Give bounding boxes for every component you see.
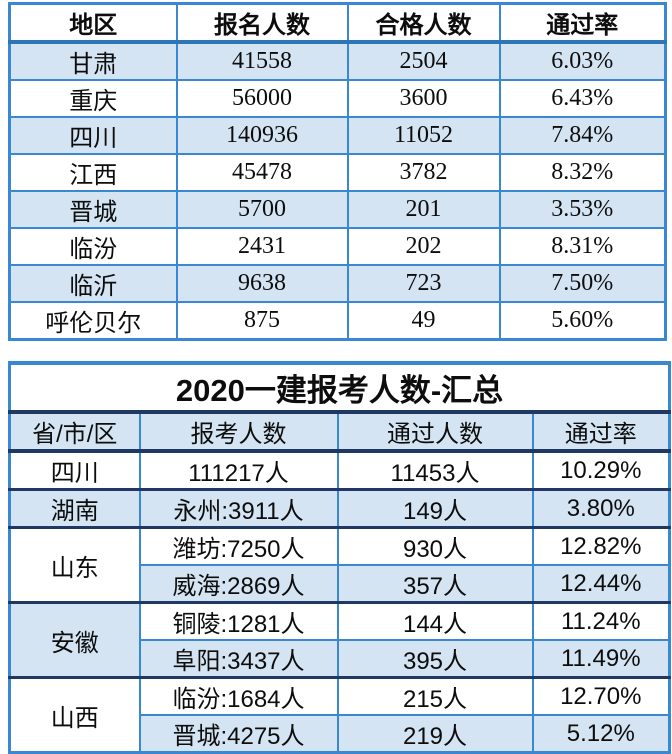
- table2-title-row: 2020一建报考人数-汇总: [8, 362, 671, 414]
- passed-cell: 11453人: [336, 450, 534, 491]
- table-row: 临沂 9638 723 7.50%: [8, 264, 667, 303]
- qualified-cell: 202: [346, 227, 501, 266]
- qualified-cell: 3600: [346, 79, 501, 118]
- applicants-cell: 临汾:1684人: [138, 676, 339, 716]
- region-cell: 重庆: [8, 79, 178, 118]
- column-header-registered: 报名人数: [175, 2, 349, 44]
- pass-rate-cell: 3.53%: [498, 190, 667, 229]
- region-cell: 晋城: [8, 190, 178, 229]
- column-header-qualified: 合格人数: [346, 2, 501, 44]
- pass-rate-cell: 7.50%: [498, 264, 667, 303]
- table-row: 江西 45478 3782 8.32%: [8, 153, 667, 192]
- pass-rate-cell: 8.32%: [498, 153, 667, 192]
- applicants-cell: 阜阳:3437人: [138, 639, 339, 679]
- passed-cell: 144人: [336, 601, 534, 641]
- pass-rate-cell: 12.44%: [531, 564, 671, 604]
- province-cell: 安徽: [8, 601, 141, 679]
- registration-stats-table: 地区 报名人数 合格人数 通过率 甘肃 41558 2504 6.03% 重庆 …: [8, 2, 667, 341]
- table-row: 湖南 永州:3911人 149人 3.80%: [8, 488, 671, 529]
- pass-rate-cell: 11.24%: [531, 601, 671, 641]
- table-row: 四川 111217人 11453人 10.29%: [8, 450, 671, 491]
- applicants-cell: 潍坊:7250人: [138, 526, 339, 566]
- qualified-cell: 201: [346, 190, 501, 229]
- table-row: 安徽 铜陵:1281人 144人 11.24%: [8, 601, 671, 679]
- passed-cell: 215人: [336, 676, 534, 716]
- applicants-cell: 威海:2869人: [138, 564, 339, 604]
- table-row: 山东 潍坊:7250人 930人 12.82%: [8, 526, 671, 604]
- column-header-applicants: 报考人数: [138, 411, 339, 453]
- table-row: 晋城 5700 201 3.53%: [8, 190, 667, 229]
- table1-header-row: 地区 报名人数 合格人数 通过率: [8, 2, 667, 44]
- pass-rate-cell: 12.82%: [531, 526, 671, 566]
- registered-cell: 5700: [175, 190, 349, 229]
- registered-cell: 41558: [175, 41, 349, 81]
- applicants-cell: 111217人: [138, 450, 339, 491]
- pass-rate-cell: 6.43%: [498, 79, 667, 118]
- pass-rate-cell: 3.80%: [531, 488, 671, 529]
- pass-rate-cell: 7.84%: [498, 116, 667, 155]
- summary-table-2020: 2020一建报考人数-汇总 省/市/区 报考人数 通过人数 通过率 四川 111…: [8, 361, 672, 754]
- region-cell: 四川: [8, 116, 178, 155]
- table-row: 阜阳:3437人 395人 11.49%: [10, 639, 671, 679]
- passed-cell: 149人: [336, 488, 534, 529]
- column-header-pass-rate: 通过率: [531, 411, 671, 453]
- region-cell: 临汾: [8, 227, 178, 266]
- qualified-cell: 49: [346, 301, 501, 341]
- registered-cell: 2431: [175, 227, 349, 266]
- qualified-cell: 2504: [346, 41, 501, 81]
- registered-cell: 140936: [175, 116, 349, 155]
- column-header-passed: 通过人数: [336, 411, 534, 453]
- table-row: 甘肃 41558 2504 6.03%: [8, 41, 667, 81]
- applicants-cell: 永州:3911人: [138, 488, 339, 529]
- column-header-pass-rate: 通过率: [498, 2, 667, 44]
- qualified-cell: 11052: [346, 116, 501, 155]
- applicants-cell: 铜陵:1281人: [138, 601, 339, 641]
- pass-rate-cell: 6.03%: [498, 41, 667, 81]
- pass-rate-cell: 5.60%: [498, 301, 667, 341]
- pass-rate-cell: 8.31%: [498, 227, 667, 266]
- region-cell: 甘肃: [8, 41, 178, 81]
- table-row: 临汾 2431 202 8.31%: [8, 227, 667, 266]
- passed-cell: 219人: [336, 714, 534, 754]
- table2-header-row: 省/市/区 报考人数 通过人数 通过率: [8, 411, 671, 453]
- column-header-province: 省/市/区: [8, 411, 141, 453]
- applicants-cell: 晋城:4275人: [138, 714, 339, 754]
- pass-rate-cell: 11.49%: [531, 639, 671, 679]
- registered-cell: 875: [175, 301, 349, 341]
- table-row: 呼伦贝尔 875 49 5.60%: [8, 301, 667, 341]
- pass-rate-cell: 10.29%: [531, 450, 671, 491]
- province-cell: 四川: [8, 450, 141, 491]
- province-cell: 山东: [8, 526, 141, 604]
- pass-rate-cell: 5.12%: [531, 714, 671, 754]
- qualified-cell: 723: [346, 264, 501, 303]
- passed-cell: 395人: [336, 639, 534, 679]
- registered-cell: 9638: [175, 264, 349, 303]
- registered-cell: 45478: [175, 153, 349, 192]
- table-spacer: [8, 341, 672, 361]
- passed-cell: 357人: [336, 564, 534, 604]
- pass-rate-cell: 12.70%: [531, 676, 671, 716]
- region-cell: 临沂: [8, 264, 178, 303]
- region-cell: 江西: [8, 153, 178, 192]
- table-row: 山西 临汾:1684人 215人 12.70%: [8, 676, 671, 754]
- table-title: 2020一建报考人数-汇总: [8, 362, 671, 414]
- registered-cell: 56000: [175, 79, 349, 118]
- column-header-region: 地区: [8, 2, 178, 44]
- passed-cell: 930人: [336, 526, 534, 566]
- province-cell: 湖南: [8, 488, 141, 529]
- table-row: 重庆 56000 3600 6.43%: [8, 79, 667, 118]
- region-cell: 呼伦贝尔: [8, 301, 178, 341]
- table-row: 威海:2869人 357人 12.44%: [10, 564, 671, 604]
- province-cell: 山西: [8, 676, 141, 754]
- qualified-cell: 3782: [346, 153, 501, 192]
- table-row: 四川 140936 11052 7.84%: [8, 116, 667, 155]
